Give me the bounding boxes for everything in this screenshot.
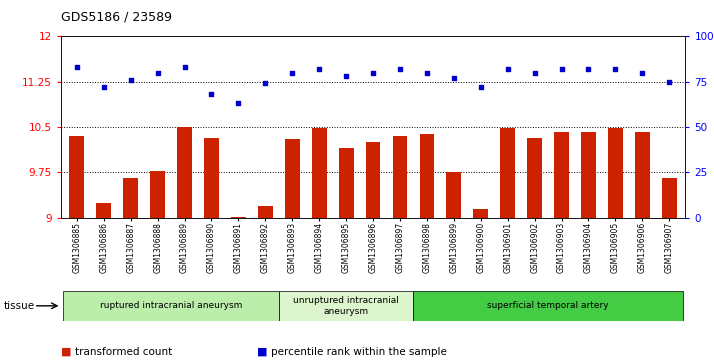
Point	[448, 75, 460, 81]
Bar	[527, 138, 542, 218]
Point	[394, 66, 406, 72]
Point	[502, 66, 513, 72]
Bar	[96, 203, 111, 218]
Bar	[420, 134, 434, 218]
Bar	[312, 128, 326, 218]
Bar	[231, 217, 246, 218]
Point	[152, 70, 164, 76]
Bar	[635, 132, 650, 218]
Point	[260, 81, 271, 86]
Point	[233, 101, 244, 106]
Bar	[69, 136, 84, 218]
Point	[178, 64, 190, 70]
Bar	[285, 139, 300, 218]
Bar	[393, 136, 408, 218]
Text: transformed count: transformed count	[75, 347, 172, 357]
Point	[475, 84, 486, 90]
Bar	[473, 209, 488, 218]
Point	[583, 66, 594, 72]
Text: unruptured intracranial
aneurysm: unruptured intracranial aneurysm	[293, 296, 399, 315]
Bar	[608, 128, 623, 218]
Bar	[581, 132, 596, 218]
Text: ■: ■	[257, 347, 268, 357]
Bar	[662, 179, 677, 218]
Bar	[204, 138, 219, 218]
Bar	[366, 142, 381, 218]
Text: tissue: tissue	[4, 301, 35, 311]
Point	[313, 66, 325, 72]
Bar	[501, 128, 515, 218]
FancyBboxPatch shape	[413, 291, 683, 321]
Point	[367, 70, 378, 76]
Point	[637, 70, 648, 76]
Point	[341, 73, 352, 79]
Text: ruptured intracranial aneurysm: ruptured intracranial aneurysm	[100, 301, 242, 310]
Text: GDS5186 / 23589: GDS5186 / 23589	[61, 11, 171, 24]
Bar	[338, 148, 353, 218]
Text: superficial temporal artery: superficial temporal artery	[487, 301, 609, 310]
Point	[663, 79, 675, 85]
Bar	[177, 127, 192, 218]
Bar	[554, 132, 569, 218]
Bar	[124, 179, 138, 218]
Point	[125, 77, 136, 83]
Text: percentile rank within the sample: percentile rank within the sample	[271, 347, 447, 357]
Point	[206, 91, 217, 97]
Point	[529, 70, 540, 76]
Point	[286, 70, 298, 76]
FancyBboxPatch shape	[64, 291, 278, 321]
Point	[98, 84, 109, 90]
FancyBboxPatch shape	[278, 291, 413, 321]
Point	[71, 64, 83, 70]
Point	[556, 66, 568, 72]
Bar	[446, 172, 461, 218]
Point	[421, 70, 433, 76]
Bar	[150, 171, 165, 218]
Point	[610, 66, 621, 72]
Bar	[258, 206, 273, 218]
Text: ■: ■	[61, 347, 71, 357]
